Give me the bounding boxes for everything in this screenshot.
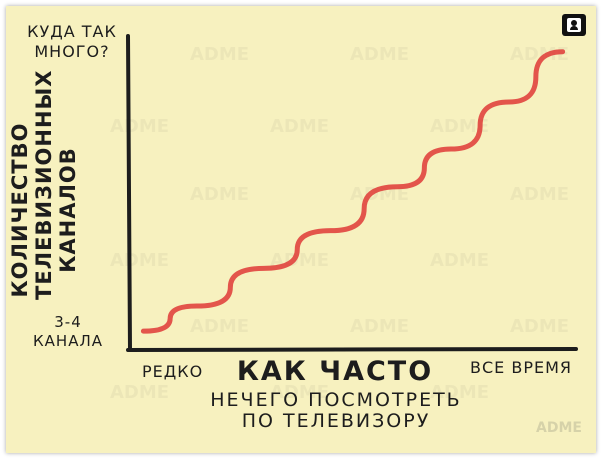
sticky-note: [6, 6, 596, 453]
x-axis-title: КАК ЧАСТО: [236, 356, 434, 387]
watermark-text: ADME: [270, 116, 329, 137]
watermark-text: ADME: [510, 184, 569, 205]
watermark-text: ADME: [510, 44, 569, 65]
watermark-text: ADME: [350, 44, 409, 65]
series-line: [140, 49, 566, 334]
watermark-text: ADME: [430, 116, 489, 137]
watermark-text: ADME: [430, 250, 489, 271]
watermark-text: ADME: [190, 44, 249, 65]
watermark-layer: ADME ADME ADME ADME ADME ADME ADME ADME ADME ADME…: [110, 44, 569, 403]
x-max-label: ВСЕ ВРЕМЯ: [470, 358, 572, 377]
x-axis-subtitle: НЕЧЕГО ПОСМОТРЕТЬ ПО ТЕЛЕВИЗОРУ: [210, 389, 462, 432]
watermark-text: ADME: [430, 382, 489, 403]
y-min-label: 3-4 КАНАЛА: [33, 313, 103, 350]
watermark-text: ADME: [190, 316, 249, 337]
watermark-text: ADME: [350, 316, 409, 337]
watermark-text: ADME: [190, 184, 249, 205]
watermark-text: ADME: [510, 316, 569, 337]
watermark-text: ADME: [110, 116, 169, 137]
watermark-text: ADME: [110, 382, 169, 403]
watermark-text: ADME: [110, 250, 169, 271]
y-max-label: КУДА ТАК МНОГО?: [27, 22, 117, 61]
watermark-text: ADME: [270, 382, 329, 403]
person-badge-icon[interactable]: [562, 14, 586, 36]
y-axis-title: КОЛИЧЕСТВО ТЕЛЕВИЗИОННЫХ КАНАЛОВ: [8, 69, 80, 301]
x-axis-line: [126, 347, 578, 352]
y-axis-line: [126, 34, 132, 352]
watermark-corner: ADME: [536, 420, 582, 436]
x-min-label: РЕДКО: [142, 362, 204, 381]
